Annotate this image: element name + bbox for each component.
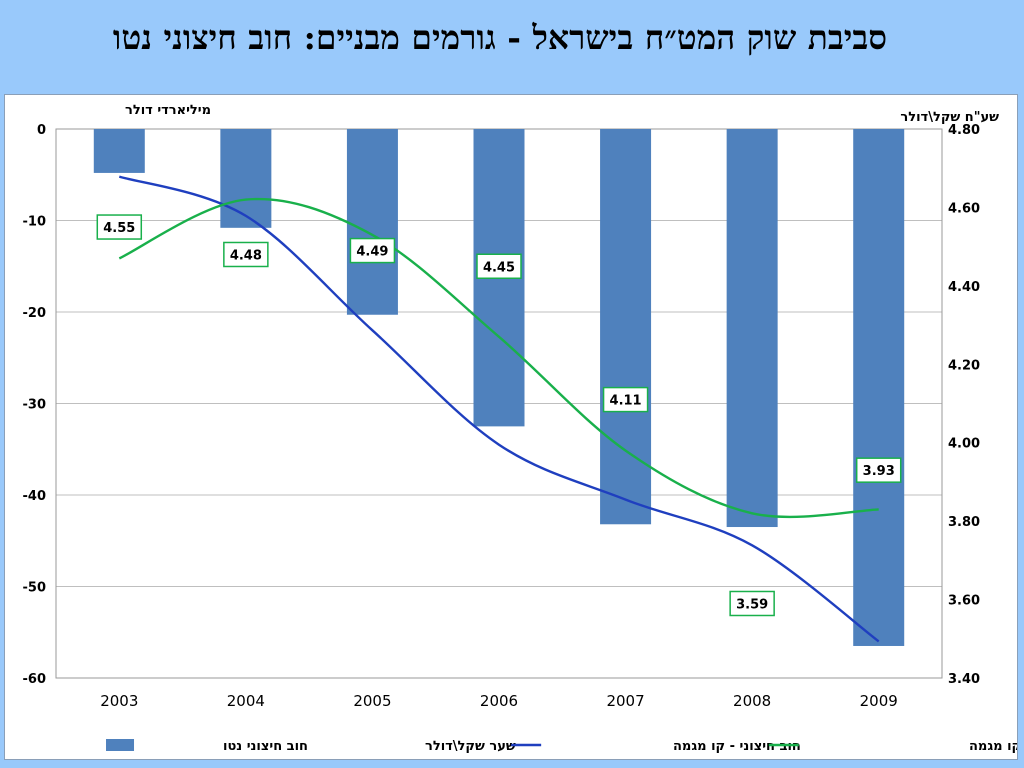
left-tick-label: -20 [23,306,47,321]
rate-label: 4.48 [230,248,262,263]
rate-label-box [729,590,775,617]
rate-label-box [96,214,143,240]
chart-area: מיליארדי דולר שע"ח שקל\דולר 0 -10 -20 -30 -4… [23,103,1018,754]
x-tick-label: 2003 [100,692,138,710]
bar-series [93,129,905,646]
right-tick-label: 4.20 [948,358,980,373]
legend-label: חוב חיצוני נטו [223,739,308,754]
left-tick-label: -60 [23,672,47,687]
debt-trend-line [118,175,880,643]
right-tick-label: 3.40 [948,672,980,687]
rate-label-box [476,253,522,279]
x-tick-label: 2006 [480,692,518,710]
chart-panel: מיליארדי דולר שע"ח שקל\דולר 0 -10 -20 -30 -4… [4,94,1018,760]
rate-label: 4.45 [483,260,515,275]
legend: חוב חיצוני נטו שער שקל\דולר חוב חיצוני - ק… [106,739,1017,754]
legend-label: חוב חיצוני - קו מגמה [673,739,801,754]
x-tick-label: 2005 [353,692,391,710]
x-tick-label: 2004 [227,692,265,710]
right-tick-label: 3.80 [948,515,980,530]
left-tick-label: -10 [23,215,47,230]
rate-label-box [349,237,396,264]
rate-label-box [602,386,649,413]
right-axis-ticks: 4.80 4.60 4.40 4.20 4.00 3.80 3.60 3.40 [948,123,980,687]
rate-label: 4.49 [356,245,388,260]
x-tick-label: 2009 [860,692,898,710]
right-tick-label: 4.60 [948,201,980,216]
rate-label: 3.93 [863,464,895,479]
bar-2004 [220,129,272,228]
legend-label: שער השקל\דולר - קו מגמה [969,739,1017,754]
rate-label: 3.59 [736,597,768,612]
right-axis-title: שע"ח שקל\דולר [900,110,999,125]
slide-title: סביבת שוק המט״ח בישראל - גורמים מבניים: … [112,18,888,57]
legend-marker [106,739,135,751]
bar-2009 [853,129,905,646]
right-tick-label: 4.40 [948,280,980,295]
rate-label-box [855,457,902,483]
bar-2003 [93,129,145,173]
x-tick-label: 2007 [606,692,644,710]
trend-lines [118,175,880,643]
right-tick-label: 4.00 [948,437,980,452]
bar-2007 [600,129,652,525]
data-labels: 4.55 4.48 4.49 4.45 4.11 3.59 3.93 [96,214,902,617]
rate-label: 4.11 [610,394,642,409]
left-axis-title: מיליארדי דולר [125,103,211,118]
left-axis-ticks: 0 -10 -20 -30 -40 -50 -60 [23,123,47,687]
right-tick-label: 4.80 [948,123,980,138]
rate-label: 4.55 [103,221,135,236]
rate-trend-line [118,197,879,519]
left-tick-label: -30 [23,398,47,413]
legend-label: שער שקל\דולר [425,739,516,754]
x-axis-ticks: 2003 2004 2005 2006 2007 2008 2009 [100,692,898,710]
left-tick-label: -40 [23,489,47,504]
right-tick-label: 3.60 [948,594,980,609]
x-tick-label: 2008 [733,692,771,710]
bar-2005 [346,129,398,315]
left-tick-label: 0 [37,123,46,138]
rate-label-box [223,241,269,268]
bar-2008 [726,129,778,528]
left-tick-label: -50 [23,581,47,596]
